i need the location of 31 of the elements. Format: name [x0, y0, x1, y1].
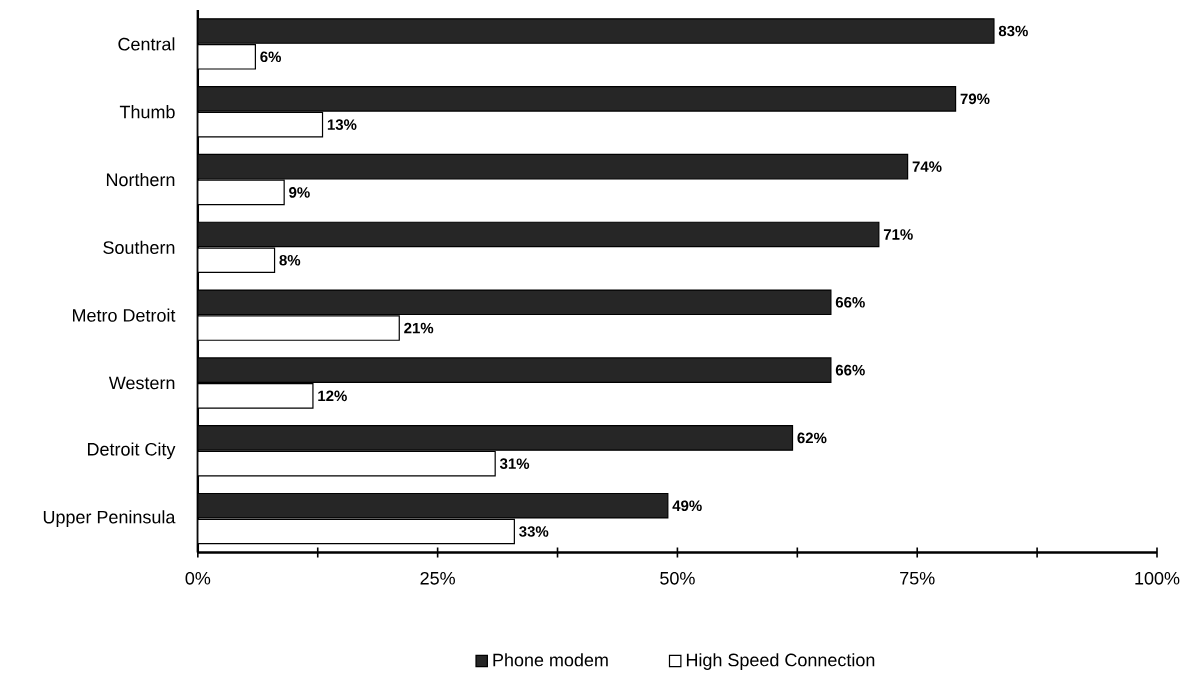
data-label: 13%: [327, 119, 357, 130]
x-tick-label: 50%: [660, 571, 695, 585]
x-tick-label: 0%: [185, 571, 211, 585]
y-tick-label: Southern: [103, 240, 175, 255]
y-tick-label: Metro Detroit: [72, 308, 176, 322]
data-label: 8%: [279, 255, 301, 266]
data-label: 31%: [499, 458, 530, 470]
y-tick-label: Thumb: [119, 105, 175, 119]
data-label: 79%: [960, 93, 990, 105]
data-label: 12%: [318, 390, 347, 402]
data-label: 66%: [835, 364, 865, 376]
data-label: 83%: [998, 25, 1028, 37]
data-label: 74%: [912, 161, 942, 172]
y-tick-label: Central: [118, 37, 175, 51]
y-tick-label: Western: [108, 376, 175, 390]
data-label: 21%: [404, 322, 434, 334]
y-tick-label: Upper Peninsula: [43, 510, 176, 528]
x-tick-label: 75%: [900, 571, 935, 585]
legend-label: Phone modem: [493, 653, 608, 667]
data-label: 66%: [835, 297, 865, 308]
x-tick-label: 100%: [1135, 571, 1180, 585]
data-label: 49%: [672, 500, 702, 512]
data-label: 6%: [260, 51, 282, 63]
legend-label: High Speed Connection: [686, 653, 875, 670]
y-tick-label: Detroit City: [87, 442, 176, 460]
data-label: 33%: [519, 526, 549, 537]
data-label: 71%: [883, 229, 913, 240]
x-tick-label: 25%: [420, 571, 455, 585]
data-label: 62%: [797, 432, 827, 444]
y-tick-label: Northern: [106, 172, 175, 187]
data-label: 9%: [289, 187, 310, 198]
